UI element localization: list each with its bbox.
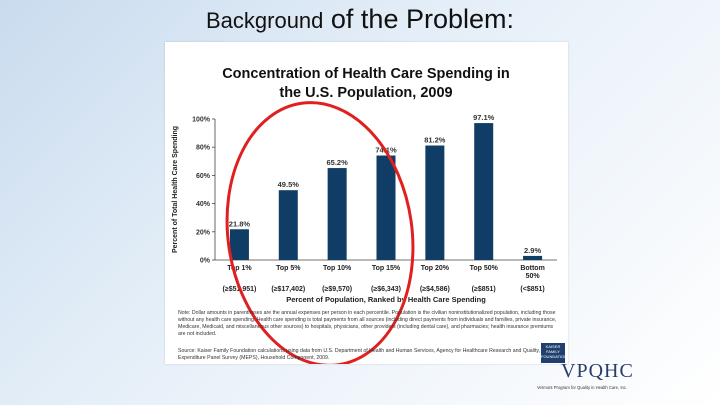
bar-value-label: 2.9%	[524, 246, 541, 255]
red-circle-annotation	[225, 101, 415, 364]
bar-value-label: 97.1%	[473, 113, 495, 122]
category-label: Bottom	[520, 265, 545, 272]
bar	[278, 190, 298, 260]
y-tick-label: 100%	[192, 117, 211, 124]
chart-title-line1: Concentration of Health Care Spending in	[222, 66, 510, 82]
chart-figure: Concentration of Health Care Spending in…	[165, 42, 568, 364]
threshold-label: (≥$6,343)	[371, 286, 401, 293]
bar-value-label: 65.2%	[327, 158, 349, 167]
threshold-label: (≥$851)	[472, 286, 496, 293]
bar	[474, 123, 494, 261]
y-axis-label: Percent of Total Health Care Spending	[172, 126, 179, 253]
vpqhc-tagline: Vermont Program for Quality in Health Ca…	[537, 385, 628, 390]
category-label: Top 50%	[470, 265, 499, 272]
bar	[229, 229, 249, 260]
chart-note: Note: Dollar amounts in parentheses are …	[178, 310, 557, 337]
bar	[376, 155, 396, 260]
chart-title-line2: the U.S. Population, 2009	[279, 85, 452, 101]
vpqhc-logo: VPQHC	[561, 360, 634, 382]
bar-chart: Concentration of Health Care Spending in…	[172, 66, 557, 364]
y-tick-label: 40%	[196, 201, 211, 208]
bar-value-label: 21.8%	[229, 219, 251, 228]
category-label: Top 15%	[372, 265, 401, 272]
threshold-label: (≥$9,570)	[322, 286, 352, 293]
bar	[523, 255, 543, 260]
slide-title-part2: of the Problem:	[323, 4, 515, 34]
category-label: Top 20%	[421, 265, 450, 272]
threshold-label: (≥$17,402)	[271, 286, 305, 293]
chart-source: Source: Kaiser Family Foundation calcula…	[178, 348, 560, 361]
y-tick-label: 60%	[196, 173, 211, 180]
x-axis-label: Percent of Population, Ranked by Health …	[286, 295, 486, 304]
category-label: 50%	[526, 273, 541, 280]
kff-logo: KAISER FAMILY FOUNDATION	[541, 343, 567, 363]
bar	[327, 168, 347, 260]
y-tick-label: 20%	[196, 229, 211, 236]
category-label: Top 1%	[227, 265, 252, 272]
category-label: Top 10%	[323, 265, 352, 272]
threshold-label: (≥$4,586)	[420, 286, 450, 293]
threshold-label: (<$851)	[520, 286, 544, 293]
y-tick-label: 0%	[200, 258, 211, 265]
bar	[425, 145, 445, 260]
category-label: Top 5%	[276, 265, 301, 272]
bar-value-label: 81.2%	[424, 136, 446, 145]
slide-title-part1: Background	[205, 8, 324, 33]
bar-value-label: 49.5%	[278, 180, 300, 189]
y-tick-label: 80%	[196, 145, 211, 152]
slide-title: Background of the Problem:	[0, 2, 720, 38]
